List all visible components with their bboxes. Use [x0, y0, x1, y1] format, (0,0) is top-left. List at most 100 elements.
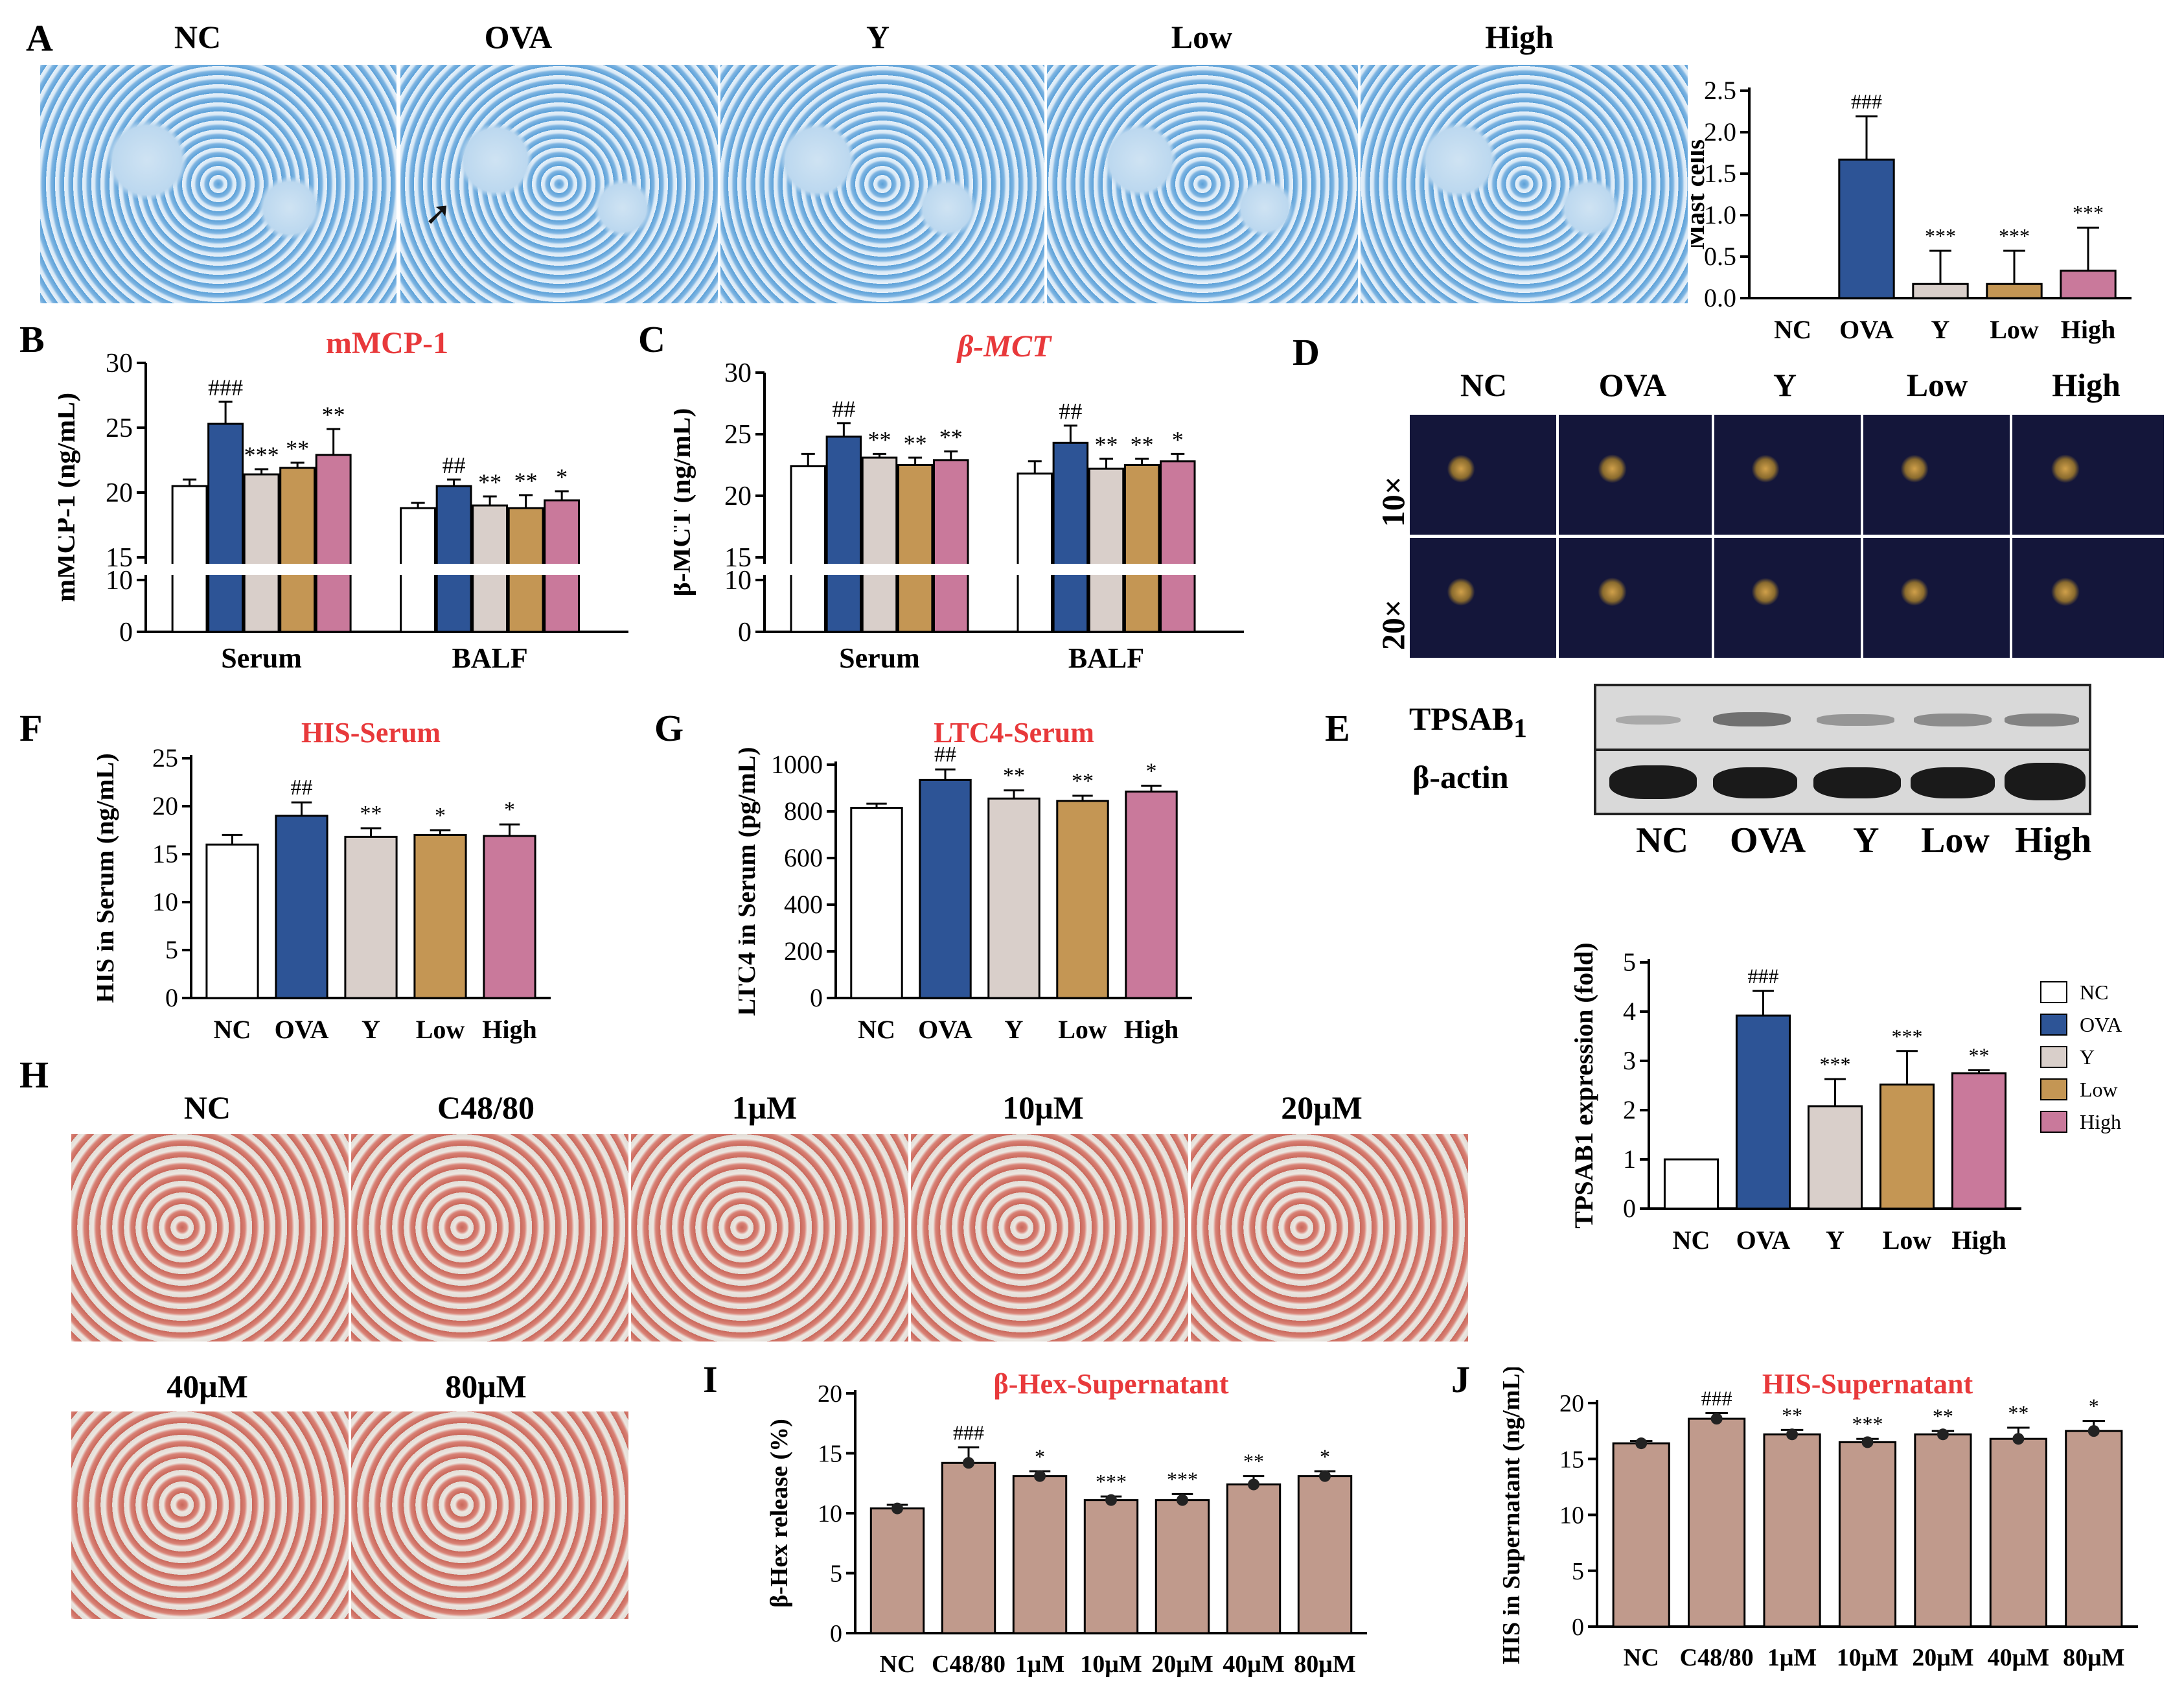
y-tick-label: 20 — [1559, 1390, 1584, 1417]
y-tick-label: 1.0 — [1704, 200, 1736, 229]
micrograph-low — [1047, 65, 1358, 303]
x-tick-label: C48/80 — [1680, 1644, 1754, 1671]
significance-label: *** — [244, 442, 279, 468]
data-point — [1105, 1494, 1117, 1506]
band-tpsab1-nc — [1616, 715, 1681, 725]
x-tick-label: Low — [1883, 1225, 1932, 1255]
x-group-label: Serum — [221, 642, 302, 674]
axis-break — [133, 564, 628, 575]
data-point — [1319, 1470, 1331, 1482]
y-axis-label: β-MCT (ng/mL) — [674, 408, 696, 597]
significance-label: ** — [286, 435, 309, 461]
panel-d-col-low: Low — [1906, 367, 1968, 403]
y-axis-label: HIS in Supernatant (ng/mL) — [1503, 1367, 1525, 1664]
y-tick-label: 25 — [724, 420, 752, 450]
significance-label: * — [504, 798, 515, 822]
x-tick-label: OVA — [275, 1015, 329, 1044]
x-tick-label: 1μM — [1767, 1644, 1817, 1671]
data-point — [1635, 1437, 1648, 1450]
y-tick-label: 20 — [818, 1380, 842, 1408]
legend-swatch — [2040, 1111, 2067, 1133]
blot-label-tpsab1: TPSAB1 — [1409, 701, 1527, 743]
bar — [315, 454, 352, 633]
significance-label: ## — [1059, 399, 1082, 424]
x-tick-label: High — [2061, 315, 2115, 344]
legend-label: High — [2080, 1110, 2121, 1133]
bar — [344, 835, 398, 999]
bar — [1012, 1475, 1068, 1634]
panel-h-label-40um: 40μM — [167, 1368, 248, 1404]
bar — [1083, 1499, 1139, 1634]
x-group-label: Serum — [839, 642, 920, 674]
y-tick-label: 5 — [830, 1561, 842, 1588]
blot-label-actin: β-actin — [1412, 759, 1509, 795]
panel-letter-a: A — [26, 17, 53, 59]
significance-label: ## — [934, 743, 956, 767]
cells-80um — [351, 1411, 628, 1619]
x-tick-label: Y — [362, 1015, 380, 1044]
y-tick-label: 10 — [1559, 1502, 1584, 1529]
bar — [2065, 1430, 2123, 1628]
panel-letter-b: B — [19, 318, 45, 360]
bar — [825, 435, 862, 633]
bar — [1951, 1072, 2007, 1210]
panel-letter-i: I — [703, 1358, 718, 1400]
chart-title: LTC4-Serum — [934, 717, 1094, 749]
chart-title: HIS-Serum — [301, 717, 441, 749]
x-tick-label: 80μM — [2063, 1644, 2124, 1671]
bar — [1017, 472, 1053, 633]
data-point — [1248, 1478, 1259, 1491]
panel-h-label-c4880: C48/80 — [437, 1089, 535, 1126]
x-tick-label: 80μM — [1294, 1651, 1355, 1678]
y-axis-label: mMCP-1 (ng/mL) — [58, 393, 81, 602]
y-tick-label: 2 — [1623, 1095, 1636, 1124]
significance-label: ** — [1969, 1043, 1990, 1067]
significance-label: *** — [1925, 224, 1956, 248]
bar — [435, 485, 472, 633]
band-actin-ova — [1713, 767, 1797, 798]
y-tick-label: 25 — [152, 743, 178, 772]
panel-a-label-high: High — [1485, 19, 1554, 55]
significance-label: ** — [1933, 1404, 1953, 1428]
panel-letter-d: D — [1293, 331, 1320, 373]
chart-title: HIS-Supernatant — [1762, 1368, 1973, 1400]
x-tick-label: 10μM — [1080, 1651, 1142, 1678]
significance-label: *** — [1167, 1467, 1198, 1491]
band-tpsab1-high — [2005, 714, 2079, 726]
y-tick-label: 400 — [784, 890, 823, 919]
bar — [1226, 1483, 1282, 1634]
blot-lane-low: Low — [1921, 820, 1990, 861]
y-tick-label: 1.5 — [1704, 159, 1736, 188]
fluor-20x-nc — [1410, 538, 1556, 658]
band-actin-low — [1911, 767, 1995, 798]
chart-title: β-MCT — [956, 329, 1052, 364]
significance-label: *** — [1096, 1470, 1127, 1493]
legend-swatch — [2040, 1014, 2067, 1036]
bar — [919, 778, 972, 999]
x-tick-label: C48/80 — [932, 1651, 1006, 1678]
cells-10um — [911, 1134, 1188, 1341]
cells-c4880 — [351, 1134, 628, 1341]
significance-label: ## — [291, 776, 313, 800]
fluor-20x-ova — [1559, 538, 1712, 658]
x-tick-label: NC — [858, 1015, 895, 1044]
bar — [850, 807, 903, 999]
y-tick-label: 20 — [152, 791, 178, 820]
y-axis-label: Mast cells — [1691, 139, 1710, 250]
significance-label: ** — [1095, 432, 1118, 458]
x-tick-label: 40μM — [1988, 1644, 2049, 1671]
bar — [279, 467, 316, 633]
fluor-10x-nc — [1410, 415, 1556, 535]
y-tick-label: 20 — [106, 478, 133, 508]
significance-label: ** — [1072, 769, 1094, 793]
significance-label: ** — [1243, 1450, 1264, 1473]
significance-label: ** — [322, 402, 345, 428]
chart-f: HIS-Serum 0 5 10 15 20 25 HIS in Serum (ng/mL) N… — [97, 717, 551, 1044]
x-group-label: BALF — [452, 642, 527, 674]
chart-a: 0.0 0.5 1.0 1.5 2.0 2.5 Mast cells NC ### OVA *** Y… — [1691, 76, 2132, 344]
legend-label: OVA — [2080, 1013, 2122, 1036]
y-tick-label: 0.0 — [1704, 283, 1736, 312]
y-tick-label: 0 — [165, 983, 178, 1012]
bar — [171, 485, 208, 633]
